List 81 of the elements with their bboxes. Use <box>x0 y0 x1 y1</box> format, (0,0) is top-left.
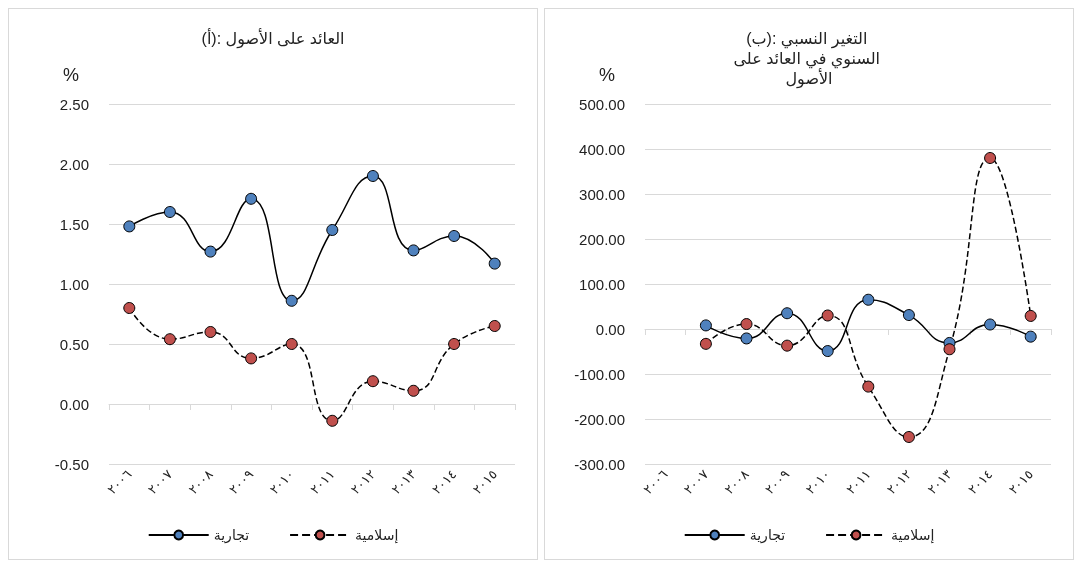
point <box>204 245 217 258</box>
x-tick-label: ٢٠١٣ <box>924 466 955 498</box>
point <box>984 152 997 164</box>
y-tick-label: -100.00 <box>574 365 625 383</box>
x-tick-label: ٢٠٠٧ <box>144 466 176 498</box>
point <box>204 326 217 338</box>
point <box>943 343 956 356</box>
x-tick-label: ٢٠٠٦ <box>104 466 135 498</box>
point <box>699 319 712 332</box>
legend-label: تجارية <box>749 527 786 544</box>
point <box>781 339 794 352</box>
point <box>902 431 915 443</box>
x-tick-label: ٢٠٠٦ <box>640 466 671 498</box>
point <box>285 294 298 307</box>
point <box>821 345 834 358</box>
point <box>740 318 753 331</box>
y-tick-label: 400.00 <box>579 140 625 158</box>
y-tick-label: 1.50 <box>59 215 89 233</box>
x-tick-label: ٢٠٠٩ <box>226 466 257 498</box>
y-tick-label: 100.00 <box>579 275 625 293</box>
point <box>366 375 379 388</box>
x-tick-label: ٢٠٠٨ <box>185 466 216 498</box>
x-tick-label: ٢٠١٢ <box>347 466 379 498</box>
y-tick-label: -0.50 <box>54 455 89 473</box>
point <box>326 414 339 427</box>
point <box>821 309 834 322</box>
point <box>245 192 258 205</box>
x-tick-label: ٢٠٠٨ <box>721 466 752 498</box>
y-tick-label: 1.00 <box>59 275 89 293</box>
x-tick-label: ٢٠١٣ <box>388 466 419 498</box>
y-tick-label: 200.00 <box>579 230 625 248</box>
point <box>699 337 712 350</box>
point <box>123 302 136 314</box>
x-tick-label: ٢٠٠٧ <box>680 466 712 498</box>
point <box>740 332 753 345</box>
point <box>781 307 794 320</box>
x-tick-label: ٢٠١١ <box>307 466 338 498</box>
legend-label: تجارية <box>213 527 250 544</box>
y-tick-label: -300.00 <box>574 455 625 473</box>
y-tick-label: 500.00 <box>579 95 625 113</box>
point <box>163 206 176 218</box>
x-tick-label: ٢٠٠٩ <box>762 466 793 498</box>
x-tick-label: ٢٠١٤ <box>965 466 996 498</box>
point <box>1024 309 1037 322</box>
y-axis-title: % <box>62 65 79 85</box>
x-tick-label: ٢٠١٢ <box>883 466 915 498</box>
y-tick-label: 0.00 <box>595 320 625 338</box>
point <box>488 257 501 270</box>
x-tick-label: ٢٠١٠ <box>266 466 297 498</box>
y-tick-label: 0.00 <box>59 395 89 413</box>
point <box>862 293 875 306</box>
point <box>488 320 501 332</box>
point <box>245 352 258 365</box>
y-tick-label: 2.50 <box>59 95 89 113</box>
point <box>407 244 420 257</box>
y-tick-label: 0.50 <box>59 335 89 353</box>
point <box>448 338 461 350</box>
x-tick-label: ٢٠١٥ <box>469 466 501 498</box>
y-tick-label: -200.00 <box>574 410 625 428</box>
point <box>163 333 176 346</box>
legend-label: إسلامية <box>355 527 399 544</box>
y-tick-label: 300.00 <box>579 185 625 203</box>
point <box>285 338 298 350</box>
legend-label: إسلامية <box>891 527 935 544</box>
point <box>448 230 461 242</box>
point <box>902 309 915 322</box>
point <box>123 220 136 233</box>
x-tick-label: ٢٠١٤ <box>429 466 460 498</box>
x-tick-label: ٢٠١١ <box>843 466 874 498</box>
point <box>1024 330 1037 343</box>
point <box>326 224 339 236</box>
x-tick-label: ٢٠١٥ <box>1005 466 1037 498</box>
x-tick-label: ٢٠١٠ <box>802 466 833 498</box>
point <box>984 318 997 331</box>
y-tick-label: 2.00 <box>59 155 89 173</box>
y-axis-title: % <box>598 65 615 85</box>
chart-title: (أ): العائد على الأصول <box>201 27 345 49</box>
point <box>366 170 379 182</box>
point <box>862 380 875 393</box>
point <box>407 384 420 397</box>
chart-title: (ب): التغير النسبي السنوي في العائد على الأصول <box>733 29 885 89</box>
